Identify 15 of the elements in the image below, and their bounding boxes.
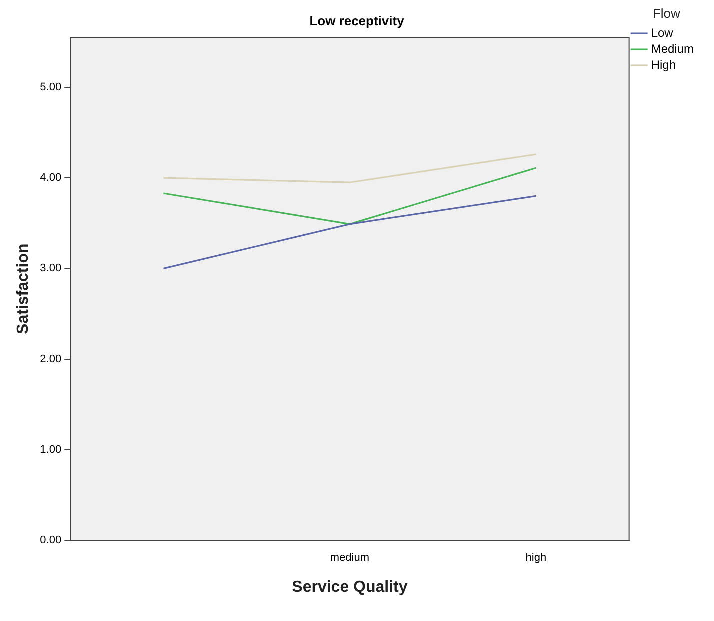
y-tick-label: 3.00 <box>40 262 62 275</box>
x-tick-label: high <box>526 552 547 564</box>
legend-label: High <box>651 58 676 72</box>
y-tick-label: 4.00 <box>40 172 62 184</box>
legend-label: Medium <box>651 42 694 56</box>
y-tick-label: 2.00 <box>40 353 62 366</box>
legend-title: Flow <box>652 6 681 22</box>
y-tick-label: 1.00 <box>40 444 62 456</box>
y-tick-label: 0.00 <box>40 534 62 547</box>
legend-label: Low <box>651 26 674 40</box>
y-tick-label: 5.00 <box>40 81 62 94</box>
chart-title: Low receptivity <box>310 13 406 28</box>
x-tick-label: medium <box>330 552 370 564</box>
y-axis-title: Satisfaction <box>15 244 32 334</box>
x-axis-title: Service Quality <box>292 578 408 596</box>
